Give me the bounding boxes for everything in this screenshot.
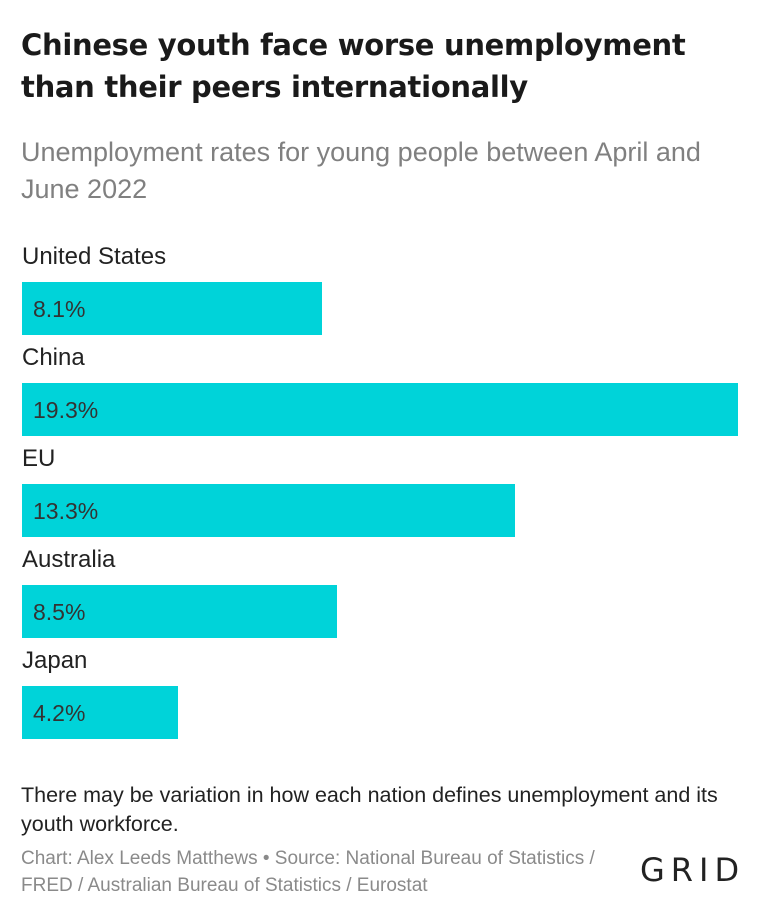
category-label: Australia (22, 546, 116, 573)
category-label: United States (22, 243, 167, 270)
category-label: China (22, 344, 85, 371)
chart-source-footer: Chart: Alex Leeds Matthews • Source: Nat… (21, 848, 595, 896)
chart-title: Chinese youth face worse unemployment th… (21, 28, 686, 104)
bar-value-label: 19.3% (33, 397, 99, 423)
category-label: Japan (22, 647, 88, 674)
bar (22, 484, 515, 537)
bar-row: China 19.3% (0, 337, 760, 438)
bar-row: United States 8.1% (0, 236, 760, 337)
bar (22, 686, 178, 739)
category-label: EU (22, 445, 56, 472)
bar (22, 383, 738, 436)
chart-subtitle: Unemployment rates for young people betw… (21, 137, 701, 204)
bar-value-label: 13.3% (33, 498, 99, 524)
bar (22, 585, 337, 638)
chart-note: There may be variation in how each natio… (21, 783, 718, 836)
grid-logo: GRID (640, 851, 746, 889)
bar-chart: United States 8.1% China 19.3% EU 13.3% Austra… (0, 236, 760, 756)
bar-row: EU 13.3% (0, 438, 760, 539)
bar-row: Australia 8.5% (0, 539, 760, 640)
bar-value-label: 8.1% (33, 296, 86, 322)
bar-value-label: 8.5% (33, 599, 86, 625)
bar-value-label: 4.2% (33, 700, 86, 726)
bar-row: Japan 4.2% (0, 640, 760, 741)
bar (22, 282, 322, 335)
